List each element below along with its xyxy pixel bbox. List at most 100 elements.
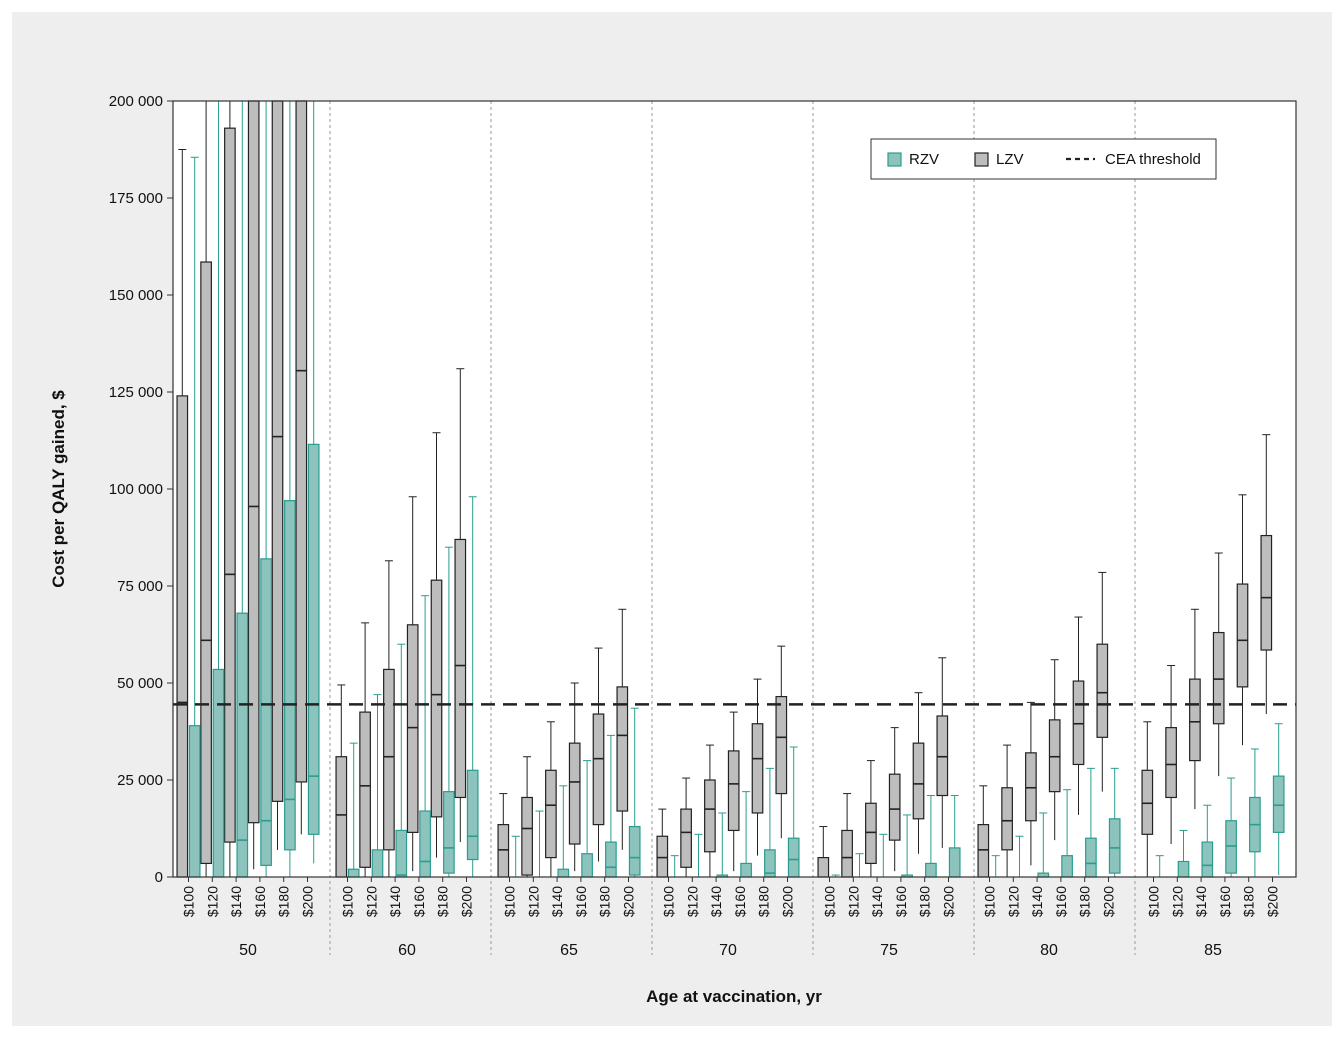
- box-lzv: [271, 100, 284, 850]
- box-lzv: [406, 496, 419, 872]
- box-lzv: [1072, 616, 1085, 815]
- x-tick-label: $180: [1077, 886, 1093, 917]
- box-rzv: [1037, 812, 1050, 878]
- x-tick-label: $160: [252, 886, 268, 917]
- x-tick-label: $140: [549, 886, 565, 917]
- box-rzv: [511, 835, 520, 877]
- box-iqr: [581, 853, 593, 878]
- box-rzv: [1155, 855, 1164, 877]
- box-rzv: [466, 496, 479, 877]
- box-rzv: [1225, 777, 1237, 877]
- box-iqr: [977, 824, 990, 878]
- legend-rzv-swatch: [887, 152, 902, 167]
- group-label: 80: [1040, 942, 1058, 959]
- box-lzv: [1189, 608, 1201, 810]
- x-tick-label: $160: [411, 886, 427, 917]
- x-tick-label: $100: [661, 886, 677, 917]
- box-lzv: [295, 100, 308, 835]
- box-iqr: [200, 261, 212, 865]
- box-lzv: [888, 727, 901, 872]
- box-lzv: [568, 682, 581, 872]
- x-tick-label: $160: [893, 886, 909, 917]
- x-tick-label: $120: [363, 886, 379, 917]
- box-iqr: [335, 756, 348, 878]
- box-iqr: [1225, 820, 1237, 874]
- box-lzv: [1096, 571, 1109, 792]
- x-tick-label: $200: [459, 886, 475, 917]
- box-rzv: [855, 853, 864, 877]
- x-tick-label: $140: [1193, 886, 1209, 917]
- x-tick-label: $100: [982, 886, 998, 917]
- box-iqr: [925, 862, 937, 878]
- box-lzv: [1212, 552, 1225, 777]
- box-lzv: [936, 657, 949, 848]
- box-lzv: [592, 647, 605, 862]
- box-iqr: [466, 769, 479, 861]
- legend-lzv-swatch: [974, 152, 989, 167]
- box-iqr: [912, 742, 925, 820]
- legend-rzv-label: RZV: [909, 151, 939, 168]
- box-iqr: [224, 127, 236, 843]
- box-lzv: [383, 560, 395, 877]
- x-tick-label: $100: [181, 886, 197, 917]
- box-iqr: [443, 791, 455, 874]
- box-iqr: [1236, 583, 1249, 688]
- box-iqr: [704, 779, 716, 853]
- box-iqr: [236, 612, 249, 878]
- y-tick-label: 100 000: [109, 481, 163, 498]
- box-iqr: [628, 825, 641, 876]
- box-rzv: [991, 855, 1000, 877]
- box-iqr: [1061, 855, 1073, 878]
- box-iqr: [1025, 752, 1037, 822]
- legend-lzv-label: LZV: [996, 151, 1024, 168]
- box-rzv: [1249, 748, 1261, 877]
- x-tick-label: $200: [780, 886, 796, 917]
- box-iqr: [521, 796, 533, 876]
- box-iqr: [1108, 818, 1121, 874]
- x-tick-label: $120: [684, 886, 700, 917]
- box-rzv: [670, 855, 679, 877]
- y-axis-title: Cost per QALY gained, $: [49, 390, 68, 588]
- plot-frame: [172, 100, 1297, 878]
- x-tick-label: $200: [621, 886, 637, 917]
- box-iqr: [284, 500, 296, 851]
- x-tick-label: $120: [1169, 886, 1185, 917]
- box-iqr: [751, 723, 764, 814]
- box-iqr: [557, 868, 570, 878]
- box-iqr: [841, 829, 853, 878]
- box-iqr: [787, 837, 800, 878]
- y-tick-label: 50 000: [117, 675, 163, 692]
- x-tick-label: $200: [1101, 886, 1117, 917]
- x-tick-label: $140: [1029, 886, 1045, 917]
- box-iqr: [1048, 719, 1061, 793]
- y-tick-label: 150 000: [109, 287, 163, 304]
- x-tick-label: $140: [708, 886, 724, 917]
- box-iqr: [307, 443, 320, 835]
- box-iqr: [817, 856, 830, 878]
- box-lzv: [616, 608, 629, 850]
- box-iqr: [359, 711, 371, 868]
- box-lzv: [454, 368, 467, 843]
- box-lzv: [680, 777, 692, 877]
- box-iqr: [1085, 837, 1097, 878]
- box-lzv: [1260, 434, 1273, 715]
- x-tick-label: $160: [732, 886, 748, 917]
- box-rzv: [1015, 835, 1024, 877]
- box-iqr: [454, 538, 467, 799]
- x-tick-label: $100: [340, 886, 356, 917]
- group-label: 60: [398, 942, 416, 959]
- box-rzv: [787, 746, 800, 878]
- x-tick-label: $140: [387, 886, 403, 917]
- box-iqr: [347, 868, 360, 878]
- box-iqr: [176, 395, 189, 878]
- box-lzv: [359, 622, 371, 877]
- x-tick-label: $180: [435, 886, 451, 917]
- group-label: 85: [1204, 942, 1222, 959]
- box-lzv: [1236, 494, 1249, 746]
- box-iqr: [1272, 775, 1285, 833]
- legend: RZV LZV CEA threshold: [870, 138, 1217, 180]
- box-lzv: [224, 101, 236, 877]
- x-tick-label: $180: [1241, 886, 1257, 917]
- x-tick-label: $100: [1146, 886, 1162, 917]
- y-tick-label: 75 000: [117, 578, 163, 595]
